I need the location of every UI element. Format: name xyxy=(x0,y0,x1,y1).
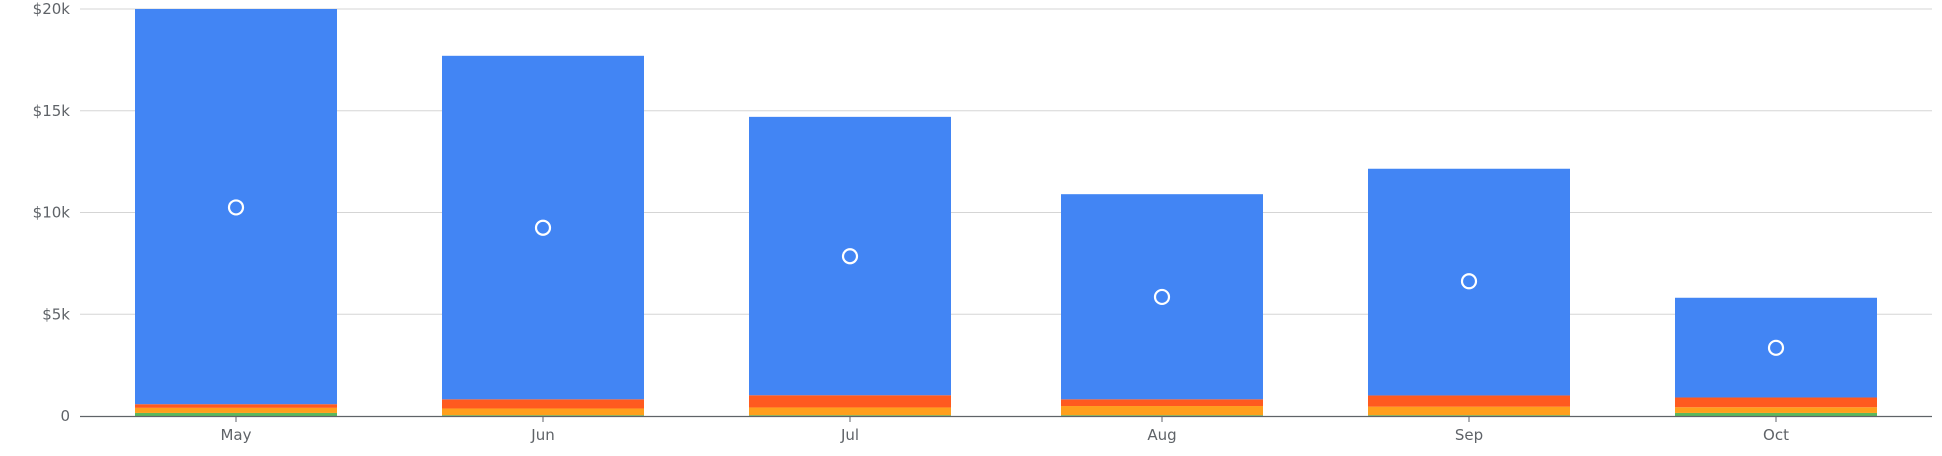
bar-segment-jun-1 xyxy=(442,408,644,416)
y-tick-label: $5k xyxy=(42,305,70,323)
bar-segment-may-0 xyxy=(135,412,337,416)
bar-segment-jul-3 xyxy=(749,116,951,396)
bar-segment-sep-0 xyxy=(1368,415,1570,416)
marker-aug xyxy=(1153,288,1171,306)
bar-segment-jul-0 xyxy=(749,415,951,416)
x-tick-label-may: May xyxy=(220,426,251,444)
bar-segment-sep-3 xyxy=(1368,168,1570,396)
point-markers xyxy=(227,199,1785,356)
x-axis-tick-labels: May Jun Jul Aug Sep Oct xyxy=(220,416,1789,444)
x-tick-label-jul: Jul xyxy=(840,426,859,444)
bar-segments xyxy=(135,9,1877,416)
marker-may xyxy=(227,199,245,216)
bar-segment-aug-1 xyxy=(1061,406,1263,416)
bar-segment-jun-3 xyxy=(442,55,644,400)
bar-segment-oct-1 xyxy=(1675,407,1877,413)
y-tick-label: 0 xyxy=(60,407,70,425)
bar-segment-aug-2 xyxy=(1061,399,1263,407)
bar-segment-aug-0 xyxy=(1061,415,1263,416)
bar-segment-may-1 xyxy=(135,407,337,413)
bar-segment-jul-1 xyxy=(749,407,951,416)
marker-oct xyxy=(1767,339,1785,356)
bar-segment-oct-3 xyxy=(1675,297,1877,398)
marker-jul xyxy=(841,248,859,265)
bar-segment-sep-1 xyxy=(1368,406,1570,416)
bar-segment-jun-2 xyxy=(442,399,644,409)
y-tick-label: $10k xyxy=(33,204,71,222)
y-tick-label: $20k xyxy=(33,0,71,18)
x-tick-label-sep: Sep xyxy=(1455,426,1483,444)
x-tick-label-aug: Aug xyxy=(1147,426,1176,444)
bar-segment-oct-2 xyxy=(1675,397,1877,408)
bar-segment-may-2 xyxy=(135,404,337,408)
grid-lines xyxy=(80,8,1932,315)
bar-segment-jun-0 xyxy=(442,415,644,416)
y-axis-tick-labels: 0 $5k $10k $15k $20k xyxy=(33,0,71,425)
bar-segment-oct-0 xyxy=(1675,412,1877,416)
y-tick-label: $15k xyxy=(33,102,71,120)
marker-sep xyxy=(1460,273,1478,290)
bar-segment-aug-3 xyxy=(1061,194,1263,400)
bar-segment-may-3 xyxy=(135,9,337,405)
bar-segment-sep-2 xyxy=(1368,395,1570,407)
marker-jun xyxy=(534,219,552,236)
bar-segment-jul-2 xyxy=(749,395,951,408)
x-tick-label-jun: Jun xyxy=(530,426,554,444)
x-tick-label-oct: Oct xyxy=(1763,426,1789,444)
